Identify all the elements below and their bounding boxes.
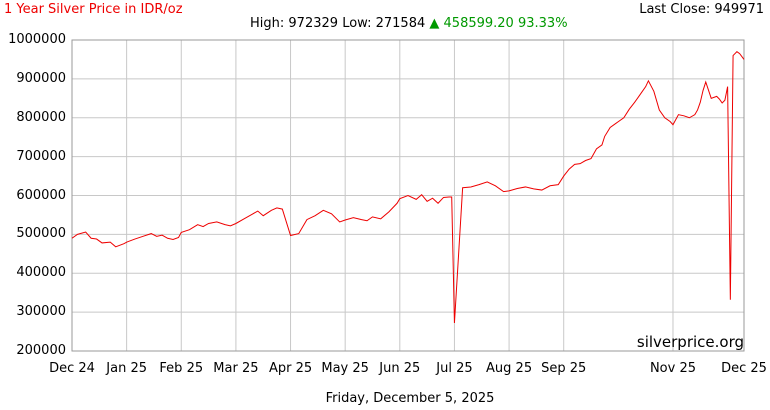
last-close-value: 949971 xyxy=(714,2,764,17)
last-close-label: Last Close: xyxy=(639,2,711,17)
plot-frame xyxy=(71,39,745,352)
high-label: High: xyxy=(250,16,285,31)
y-tick-label: 900000 xyxy=(16,70,66,86)
y-tick-label: 200000 xyxy=(16,343,66,358)
y-tick-label: 700000 xyxy=(16,148,66,164)
x-tick-label: Aug 25 xyxy=(486,361,533,376)
x-tick-label: May 25 xyxy=(321,361,369,376)
chart-title: 1 Year Silver Price in IDR/oz xyxy=(4,2,183,17)
watermark: silverprice.org xyxy=(636,333,744,351)
footer-date: Friday, December 5, 2025 xyxy=(325,391,495,406)
low-value: 271584 xyxy=(375,16,426,31)
price-stats: High: 972329 Low: 271584 ▲ 458599.20 93.… xyxy=(250,16,568,31)
change-arrow-icon: ▲ xyxy=(429,16,440,31)
x-tick-label: Feb 25 xyxy=(159,361,204,376)
high-value: 972329 xyxy=(288,16,339,31)
y-tick-label: 300000 xyxy=(16,304,66,320)
y-tick-label: 600000 xyxy=(16,187,66,203)
x-tick-label: Mar 25 xyxy=(213,361,259,376)
x-tick-label: Apr 25 xyxy=(268,361,313,376)
change-value: 458599.20 xyxy=(443,16,514,31)
x-tick-label: Jan 25 xyxy=(106,361,147,376)
y-tick-label: 1000000 xyxy=(8,32,66,47)
y-tick-label: 400000 xyxy=(16,265,66,281)
change-percent: 93.33% xyxy=(517,16,568,31)
x-tick-label: Sep 25 xyxy=(541,361,587,376)
y-tick-label: 500000 xyxy=(16,226,66,242)
x-tick-label: Dec 25 xyxy=(721,361,767,376)
low-label: Low: xyxy=(342,16,372,31)
last-close: Last Close: 949971 xyxy=(639,2,764,17)
price-line xyxy=(71,51,745,324)
x-tick-label: Dec 24 xyxy=(49,361,95,376)
x-tick-label: Nov 25 xyxy=(649,361,696,376)
y-tick-label: 800000 xyxy=(16,109,66,125)
x-tick-label: Jun 25 xyxy=(379,361,421,376)
x-tick-label: Jul 25 xyxy=(436,361,473,376)
